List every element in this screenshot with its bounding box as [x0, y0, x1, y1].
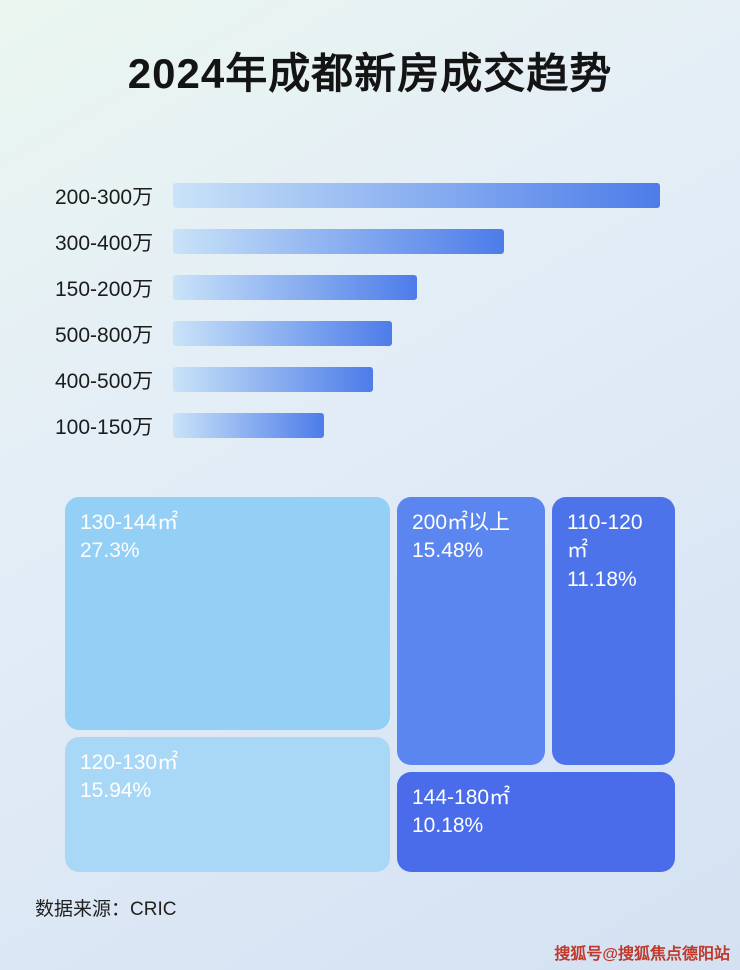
- page-title: 2024年成都新房成交趋势: [127, 50, 613, 97]
- bar-category-label: 100-150万: [55, 415, 154, 439]
- area-share-treemap: 130-144㎡ 27.3% 200㎡以上 15.48% 110-120㎡ 11…: [65, 497, 675, 872]
- bar-track: [173, 367, 660, 392]
- treemap-block-110-120: 110-120㎡ 11.18%: [552, 497, 675, 765]
- bar: [173, 367, 373, 392]
- bar-track: [173, 229, 660, 254]
- bar-category-label: 150-200万: [55, 277, 154, 301]
- block-label: 130-144㎡: [80, 511, 179, 534]
- block-value: 11.18%: [567, 567, 637, 591]
- bar-row: 500-800万: [55, 321, 660, 347]
- treemap-block-120-130: 120-130㎡ 15.94%: [65, 737, 390, 872]
- bar-track: [173, 183, 660, 208]
- treemap-block-200-plus: 200㎡以上 15.48%: [397, 497, 545, 765]
- treemap-block-130-144: 130-144㎡ 27.3%: [65, 497, 390, 730]
- block-label: 110-120㎡: [567, 511, 643, 563]
- bar-row: 200-300万: [55, 183, 660, 209]
- data-source-label: 数据来源：CRIC: [35, 899, 177, 920]
- bar-category-label: 400-500万: [55, 369, 154, 393]
- bar-row: 100-150万: [55, 413, 660, 439]
- bar: [173, 275, 417, 300]
- bar: [173, 413, 324, 438]
- block-value: 10.18%: [412, 814, 484, 838]
- bar-track: [173, 275, 660, 300]
- block-label: 120-130㎡: [80, 751, 179, 774]
- bar-category-label: 200-300万: [55, 185, 154, 209]
- price-band-bar-chart: 200-300万 300-400万 150-200万 500-800万 400-…: [55, 183, 660, 459]
- block-value: 15.94%: [80, 779, 152, 803]
- bar: [173, 321, 393, 346]
- bar: [173, 183, 660, 208]
- watermark: 搜狐号@搜狐焦点德阳站: [554, 946, 730, 963]
- bar: [173, 229, 505, 254]
- bar-track: [173, 413, 660, 438]
- bar-track: [173, 321, 660, 346]
- block-value: 15.48%: [412, 539, 484, 563]
- treemap-block-144-180: 144-180㎡ 10.18%: [397, 772, 675, 872]
- bar-row: 400-500万: [55, 367, 660, 393]
- bar-category-label: 300-400万: [55, 231, 154, 255]
- block-value: 27.3%: [80, 539, 140, 563]
- block-label: 200㎡以上: [412, 511, 511, 534]
- bar-category-label: 500-800万: [55, 323, 154, 347]
- block-label: 144-180㎡: [412, 786, 511, 809]
- bar-row: 300-400万: [55, 229, 660, 255]
- bar-row: 150-200万: [55, 275, 660, 301]
